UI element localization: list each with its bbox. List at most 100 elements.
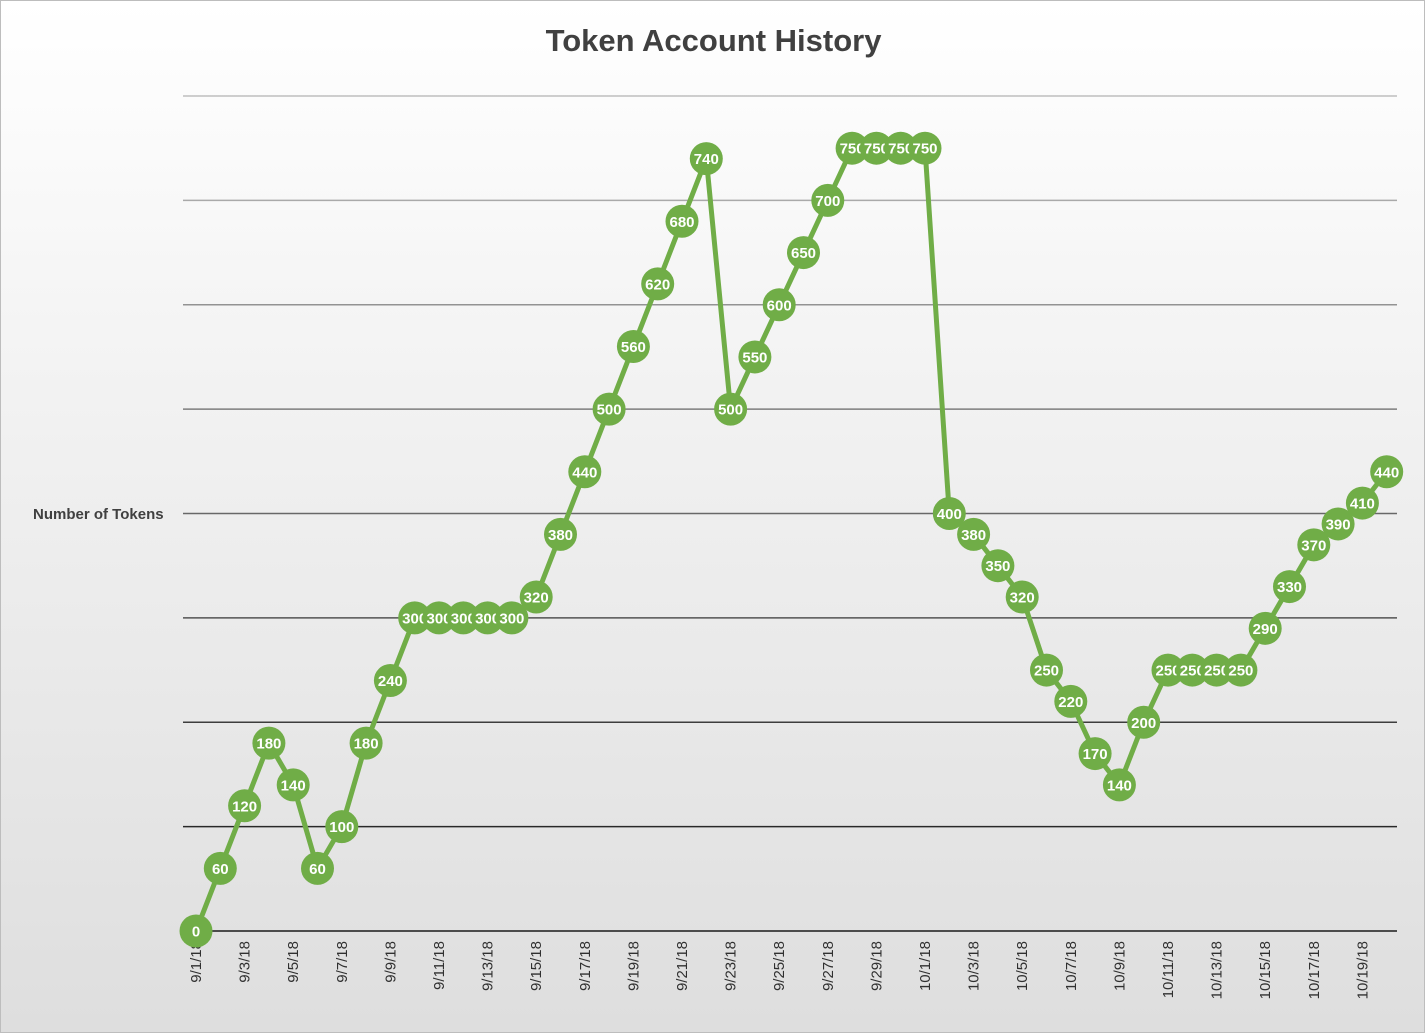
data-label: 300 (402, 610, 427, 627)
data-point (398, 601, 432, 635)
data-label: 320 (524, 590, 549, 607)
data-label: 440 (572, 464, 597, 481)
data-point (1151, 653, 1185, 687)
data-point (1054, 684, 1088, 718)
data-point (1321, 507, 1355, 541)
data-label: 500 (597, 402, 622, 419)
x-tick-label: 9/11/18 (431, 941, 448, 990)
data-label: 300 (499, 610, 524, 627)
data-label: 500 (718, 402, 743, 419)
x-tick-label: 10/19/18 (1354, 941, 1371, 999)
data-label: 750 (912, 141, 937, 158)
data-label: 140 (281, 777, 306, 794)
x-tick-label: 9/3/18 (237, 941, 254, 983)
data-point (544, 517, 577, 551)
y-axis-title: Number of Tokens (33, 506, 164, 523)
data-point (592, 392, 626, 426)
data-label: 250 (1204, 663, 1229, 680)
data-point (932, 497, 966, 530)
data-label: 750 (888, 141, 913, 158)
data-point (252, 726, 286, 760)
x-tick-label: 9/27/18 (820, 941, 837, 991)
data-point (373, 664, 407, 697)
data-label: 60 (212, 861, 229, 878)
data-label: 380 (961, 527, 986, 544)
data-point (616, 330, 650, 363)
data-point (762, 288, 796, 322)
x-tick-label: 9/13/18 (480, 941, 497, 991)
x-tick-label: 9/29/18 (868, 941, 885, 991)
data-point (519, 580, 553, 614)
data-point (203, 851, 237, 885)
data-point (1248, 611, 1282, 645)
x-tick-label: 9/5/18 (285, 941, 302, 983)
data-label: 250 (1180, 663, 1205, 680)
x-tick-label: 10/13/18 (1209, 941, 1226, 999)
data-label: 740 (694, 151, 719, 168)
data-point (568, 455, 602, 489)
data-point (1345, 486, 1379, 520)
data-label: 380 (548, 527, 573, 544)
data-point (689, 142, 723, 176)
data-point (665, 204, 699, 238)
data-point (787, 236, 820, 270)
data-point (495, 601, 529, 635)
x-tick-label: 10/5/18 (1014, 941, 1031, 991)
data-label: 60 (309, 861, 326, 878)
data-label: 200 (1131, 715, 1156, 732)
data-label: 250 (1228, 663, 1253, 680)
x-tick-label: 9/7/18 (334, 941, 351, 983)
x-tick-label: 10/7/18 (1063, 941, 1080, 991)
data-label: 750 (864, 141, 889, 158)
data-point (301, 851, 334, 885)
data-point (1200, 653, 1234, 687)
x-tick-label: 10/3/18 (966, 941, 983, 991)
data-point (908, 131, 942, 165)
data-point (811, 183, 845, 217)
x-tick-label: 9/23/18 (723, 941, 740, 991)
data-label: 250 (1155, 663, 1180, 680)
data-point (276, 768, 310, 802)
data-label: 350 (985, 558, 1010, 575)
data-point (641, 267, 675, 301)
x-tick-label: 10/17/18 (1306, 941, 1323, 999)
x-tick-label: 9/15/18 (528, 941, 545, 991)
x-tick-label: 10/1/18 (917, 941, 934, 991)
data-label: 140 (1107, 777, 1132, 794)
data-point (422, 601, 456, 635)
data-label: 300 (426, 610, 451, 627)
data-point (957, 517, 991, 551)
data-label: 410 (1350, 496, 1375, 513)
data-label: 0 (192, 924, 200, 941)
data-label: 170 (1083, 746, 1108, 763)
data-point (349, 726, 383, 760)
chart-title: Token Account History (545, 23, 882, 58)
data-label: 250 (1034, 663, 1059, 680)
x-tick-label: 9/9/18 (382, 941, 399, 983)
data-point (325, 810, 359, 844)
data-point (1370, 455, 1404, 489)
data-point (471, 601, 505, 635)
data-point (1273, 570, 1306, 604)
data-label: 220 (1058, 694, 1083, 711)
series-line (193, 145, 1390, 934)
data-label: 370 (1301, 537, 1326, 554)
data-point (1175, 653, 1209, 687)
data-point (446, 601, 480, 635)
data-label: 120 (232, 798, 257, 815)
data-label: 600 (767, 297, 792, 314)
data-label: 240 (378, 673, 403, 690)
x-tick-label: 9/19/18 (625, 941, 642, 991)
x-tick-label: 10/9/18 (1111, 941, 1128, 991)
data-label: 700 (815, 193, 840, 210)
data-label: 290 (1253, 621, 1278, 638)
data-point (1102, 768, 1136, 802)
data-point (738, 340, 772, 374)
data-label: 180 (256, 736, 281, 753)
data-point (179, 914, 213, 948)
data-point (1005, 580, 1039, 614)
x-tick-label: 9/21/18 (674, 941, 691, 991)
data-point (835, 131, 869, 165)
data-point (1297, 528, 1331, 562)
data-label: 750 (840, 141, 865, 158)
